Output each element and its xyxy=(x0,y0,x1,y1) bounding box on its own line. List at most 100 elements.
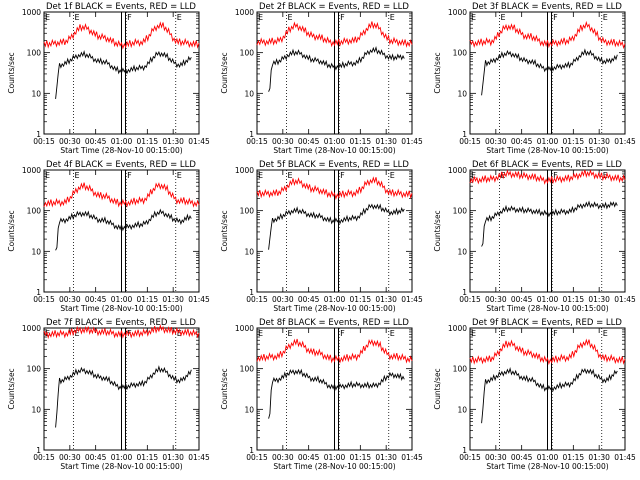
marker-label: E xyxy=(258,171,263,180)
detector-panel-5: Det 5f BLACK = Events, RED = LLD 1 10 100 10… xyxy=(220,160,423,313)
marker-label: F xyxy=(340,13,345,22)
panel-title: Det 3f BLACK = Events, RED = LLD xyxy=(472,2,622,12)
marker-label: E xyxy=(258,13,263,22)
x-axis-label: Start Time (28-Nov-10 00:15:00) xyxy=(60,304,182,313)
marker-label: E xyxy=(500,13,505,22)
x-tick-label: 00:15 xyxy=(33,295,55,304)
marker-label: F xyxy=(553,329,558,338)
marker-label: E xyxy=(177,329,182,338)
panel-title: Det 4f BLACK = Events, RED = LLD xyxy=(46,160,196,170)
lld-series-line xyxy=(256,338,413,364)
y-tick-label: 100 xyxy=(453,365,468,374)
detector-panel-9: Det 9f BLACK = Events, RED = LLD 1 10 100 10… xyxy=(433,318,636,471)
y-tick-label: 1 xyxy=(462,446,467,455)
x-tick-label: 01:00 xyxy=(537,137,559,146)
marker-label: E xyxy=(603,171,608,180)
y-axis-label: Counts/sec xyxy=(433,210,442,251)
x-tick-label: 01:45 xyxy=(614,295,636,304)
marker-label: E xyxy=(471,171,476,180)
events-series-line xyxy=(55,50,192,99)
panel-title: Det 7f BLACK = Events, RED = LLD xyxy=(46,318,196,328)
panel-title: Det 6f BLACK = Events, RED = LLD xyxy=(472,160,622,170)
x-tick-label: 00:30 xyxy=(485,295,507,304)
x-tick-label: 01:00 xyxy=(111,295,133,304)
y-axis-label: Counts/sec xyxy=(220,52,229,93)
marker-label: F xyxy=(127,171,132,180)
marker-label: E xyxy=(177,171,182,180)
x-tick-label: 01:15 xyxy=(563,453,585,462)
x-tick-label: 00:15 xyxy=(33,453,55,462)
y-tick-label: 1000 xyxy=(22,324,41,333)
x-tick-label: 00:30 xyxy=(59,137,81,146)
detector-panel-6: Det 6f BLACK = Events, RED = LLD 1 10 100 10… xyxy=(433,160,636,313)
x-tick-label: 01:30 xyxy=(375,137,397,146)
x-axis-label: Start Time (28-Nov-10 00:15:00) xyxy=(273,304,395,313)
y-tick-label: 10 xyxy=(31,247,41,256)
events-series-line xyxy=(481,48,618,96)
y-tick-label: 10 xyxy=(31,405,41,414)
lld-series-line xyxy=(43,182,200,208)
marker-label: F xyxy=(127,329,132,338)
x-tick-label: 01:15 xyxy=(350,453,372,462)
x-tick-label: 00:30 xyxy=(59,295,81,304)
lld-series-line xyxy=(469,20,626,50)
x-tick-label: 01:45 xyxy=(401,453,423,462)
x-axis-label: Start Time (28-Nov-10 00:15:00) xyxy=(273,146,395,155)
panel-title: Det 5f BLACK = Events, RED = LLD xyxy=(259,160,409,170)
panel-title: Det 2f BLACK = Events, RED = LLD xyxy=(259,2,409,12)
x-tick-label: 01:45 xyxy=(188,295,210,304)
x-axis-label: Start Time (28-Nov-10 00:15:00) xyxy=(486,462,608,471)
y-tick-label: 1000 xyxy=(235,8,254,17)
y-tick-label: 10 xyxy=(244,405,254,414)
x-tick-label: 01:15 xyxy=(563,295,585,304)
x-tick-label: 01:30 xyxy=(588,295,610,304)
y-tick-label: 100 xyxy=(240,49,255,58)
x-tick-label: 01:15 xyxy=(350,137,372,146)
panel-title: Det 8f BLACK = Events, RED = LLD xyxy=(259,318,409,328)
x-tick-label: 01:00 xyxy=(537,453,559,462)
marker-label: E xyxy=(287,329,292,338)
marker-label: E xyxy=(258,329,263,338)
marker-label: E xyxy=(45,171,50,180)
x-tick-label: 00:45 xyxy=(298,453,320,462)
x-tick-label: 00:15 xyxy=(33,137,55,146)
events-series-line xyxy=(268,203,405,250)
marker-label: E xyxy=(74,171,79,180)
marker-label: E xyxy=(45,13,50,22)
y-tick-label: 1000 xyxy=(22,8,41,17)
x-tick-label: 00:15 xyxy=(246,295,268,304)
x-tick-label: 01:00 xyxy=(324,295,346,304)
x-tick-label: 00:30 xyxy=(59,453,81,462)
lld-series-line xyxy=(43,324,200,340)
x-tick-label: 00:45 xyxy=(511,453,533,462)
y-tick-label: 1 xyxy=(249,288,254,297)
x-tick-label: 00:45 xyxy=(511,295,533,304)
detector-panel-3: Det 3f BLACK = Events, RED = LLD 1 10 100 10… xyxy=(433,2,636,155)
x-tick-label: 01:00 xyxy=(111,137,133,146)
x-tick-label: 01:15 xyxy=(137,453,159,462)
y-tick-label: 100 xyxy=(27,207,42,216)
panel-title: Det 9f BLACK = Events, RED = LLD xyxy=(472,318,622,328)
y-tick-label: 1000 xyxy=(448,324,467,333)
x-tick-label: 01:45 xyxy=(188,453,210,462)
marker-label: F xyxy=(340,171,345,180)
marker-label: E xyxy=(500,329,505,338)
x-tick-label: 01:45 xyxy=(614,137,636,146)
y-tick-label: 100 xyxy=(27,365,42,374)
x-axis-label: Start Time (28-Nov-10 00:15:00) xyxy=(60,462,182,471)
y-tick-label: 1 xyxy=(249,446,254,455)
detector-panel-8: Det 8f BLACK = Events, RED = LLD 1 10 100 10… xyxy=(220,318,423,471)
detector-panel-2: Det 2f BLACK = Events, RED = LLD 1 10 100 10… xyxy=(220,2,423,155)
events-series-line xyxy=(55,208,192,251)
detector-panel-7: Det 7f BLACK = Events, RED = LLD 1 10 100 10… xyxy=(7,318,210,471)
lld-series-line xyxy=(469,169,626,185)
x-tick-label: 01:45 xyxy=(401,295,423,304)
y-tick-label: 1 xyxy=(36,288,41,297)
marker-label: F xyxy=(553,13,558,22)
x-tick-label: 01:30 xyxy=(588,137,610,146)
y-tick-label: 10 xyxy=(31,89,41,98)
panel-title: Det 1f BLACK = Events, RED = LLD xyxy=(46,2,196,12)
events-series-line xyxy=(268,368,405,419)
y-axis-label: Counts/sec xyxy=(433,52,442,93)
